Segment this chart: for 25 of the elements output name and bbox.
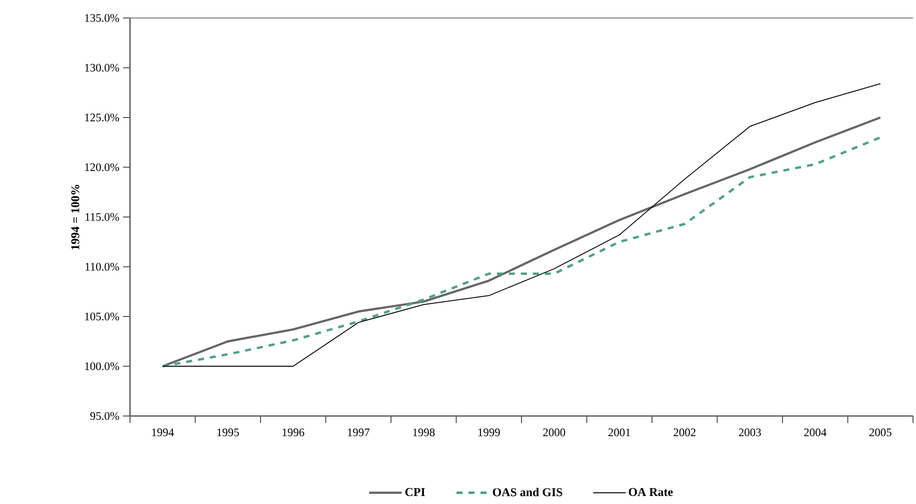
x-tick-label: 2001	[608, 428, 630, 436]
y-tick-label: 110.0%	[86, 262, 120, 271]
x-tick-label: 2005	[869, 428, 892, 436]
x-tick-label: 1999	[478, 428, 500, 436]
legend-label: CPI	[405, 488, 425, 496]
x-tick-label: 1997	[348, 428, 370, 436]
y-axis-title: 1994 = 100%	[71, 184, 80, 250]
y-tick-label: 135.0%	[85, 14, 120, 22]
x-tick-label: 2004	[804, 428, 826, 436]
x-tick-label: 2002	[674, 428, 696, 436]
y-tick-label: 115.0%	[86, 213, 120, 221]
y-tick-label: 105.0%	[85, 312, 120, 320]
x-tick-label: 1995	[217, 428, 239, 436]
y-tick-label: 95.0%	[90, 412, 120, 420]
y-tick-label: 100.0%	[85, 362, 120, 370]
x-tick-label: 2000	[543, 428, 566, 436]
x-tick-label: 2003	[738, 428, 761, 436]
x-tick-label: 1998	[413, 428, 435, 436]
y-tick-label: 125.0%	[85, 114, 120, 122]
y-tick-label: 120.0%	[85, 163, 120, 172]
x-tick-label: 1994	[152, 428, 174, 436]
x-tick-label: 1996	[282, 428, 304, 436]
legend-label: OAS and GIS	[492, 488, 562, 496]
legend-label: OA Rate	[628, 488, 673, 496]
y-tick-label: 130.0%	[85, 64, 120, 72]
